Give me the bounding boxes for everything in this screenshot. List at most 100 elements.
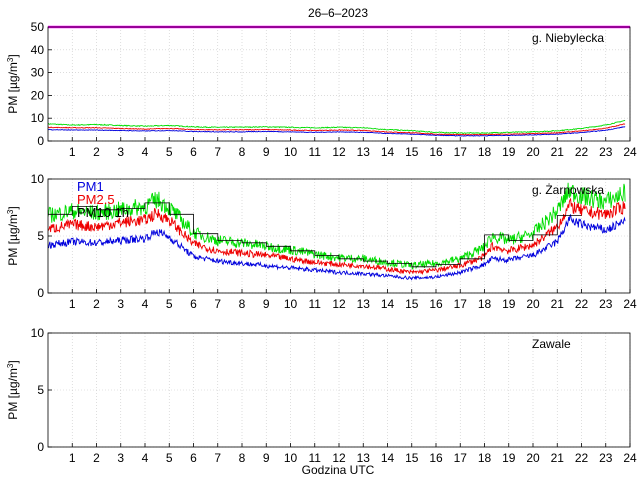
x-tick-label: 23 [599, 145, 613, 159]
x-tick-label: 18 [478, 451, 492, 465]
x-tick-label: 2 [93, 145, 100, 159]
x-tick-label: 11 [309, 145, 322, 159]
x-tick-label: 24 [623, 145, 637, 159]
x-tick-label: 10 [284, 297, 298, 311]
x-tick-label: 7 [214, 297, 221, 311]
x-tick-label: 13 [357, 451, 371, 465]
x-tick-label: 4 [142, 451, 149, 465]
x-tick-label: 22 [575, 145, 589, 159]
y-axis-label-close: ] [6, 54, 20, 57]
x-tick-label: 9 [263, 451, 270, 465]
plot-frame [47, 26, 631, 142]
x-tick-label: 6 [190, 297, 197, 311]
y-axis-label: PM [µg/m3] [6, 206, 20, 265]
x-tick-label: 8 [239, 297, 246, 311]
x-tick-label: 10 [284, 451, 298, 465]
y-axis-label-text: PM [µg/m [6, 214, 20, 266]
x-tick-label: 15 [405, 297, 419, 311]
x-tick-label: 1 [69, 451, 76, 465]
x-tick-label: 7 [214, 145, 221, 159]
x-tick-label: 5 [166, 297, 173, 311]
x-tick-label: 5 [166, 451, 173, 465]
x-tick-label: 21 [551, 451, 565, 465]
x-tick-label: 14 [381, 145, 395, 159]
y-axis-label: PM [µg/m3] [6, 360, 20, 419]
x-tick-label: 4 [142, 145, 149, 159]
series-pm10-line [48, 182, 626, 270]
legend-entry: PM10 1h [77, 205, 129, 220]
x-tick-label: 2 [93, 297, 100, 311]
y-tick-label: 5 [37, 383, 44, 397]
x-tick-label: 6 [190, 145, 197, 159]
x-tick-label: 6 [190, 451, 197, 465]
y-tick-label: 5 [37, 229, 44, 243]
y-tick-label: 40 [31, 43, 45, 57]
legend-entry: PM2.5 [77, 192, 115, 207]
x-tick-label: 3 [117, 451, 124, 465]
x-tick-label: 9 [263, 297, 270, 311]
x-tick-label: 23 [599, 297, 613, 311]
x-tick-label: 17 [454, 451, 468, 465]
x-tick-label: 9 [263, 145, 270, 159]
x-tick-label: 16 [429, 451, 443, 465]
y-axis-label-close: ] [6, 206, 20, 209]
x-tick-label: 17 [454, 145, 468, 159]
series-pm10-hourly-steps [48, 202, 582, 268]
series-pm25-line [48, 197, 626, 276]
x-tick-label: 12 [332, 145, 346, 159]
x-tick-label: 16 [429, 145, 443, 159]
x-tick-label: 21 [551, 145, 565, 159]
x-tick-label: 15 [405, 145, 419, 159]
y-axis-label-text: PM [µg/m [6, 62, 20, 114]
x-tick-label: 2 [93, 451, 100, 465]
plot-frame [47, 178, 631, 294]
station-label: g. Żarnowska [532, 183, 604, 197]
x-tick-label: 13 [357, 145, 371, 159]
x-tick-label: 14 [381, 297, 395, 311]
y-axis-label-close: ] [6, 360, 20, 363]
y-axis-label-superscript: 3 [6, 209, 15, 214]
x-tick-label: 23 [599, 451, 613, 465]
series-pm1-line [48, 126, 626, 137]
x-tick-label: 14 [381, 451, 395, 465]
x-tick-label: 5 [166, 145, 173, 159]
series-pm1-line [48, 213, 626, 281]
x-tick-label: 1 [69, 145, 76, 159]
x-axis-title: Godzina UTC [302, 463, 375, 477]
legend-entry: PM1 [77, 179, 104, 194]
series-pm25-line [48, 123, 626, 136]
x-tick-label: 8 [239, 451, 246, 465]
station-label: g. Niebylecka [532, 31, 604, 45]
x-tick-label: 20 [526, 297, 540, 311]
y-tick-label: 10 [31, 326, 45, 340]
x-tick-label: 3 [117, 145, 124, 159]
series-pm10-line [48, 119, 626, 134]
x-tick-label: 13 [357, 297, 371, 311]
x-tick-label: 19 [502, 297, 516, 311]
y-tick-label: 20 [31, 88, 45, 102]
x-tick-label: 4 [142, 297, 149, 311]
y-axis-label: PM [µg/m3] [6, 54, 20, 113]
x-tick-label: 17 [454, 297, 468, 311]
x-tick-label: 20 [526, 451, 540, 465]
x-tick-label: 12 [332, 451, 346, 465]
x-tick-label: 15 [405, 451, 419, 465]
x-tick-label: 22 [575, 451, 589, 465]
x-tick-label: 11 [309, 451, 322, 465]
x-tick-label: 24 [623, 297, 637, 311]
y-tick-label: 0 [37, 134, 44, 148]
x-tick-label: 12 [332, 297, 346, 311]
x-tick-label: 1 [69, 297, 76, 311]
y-axis-label-superscript: 3 [6, 363, 15, 368]
plot-frame [47, 332, 631, 448]
x-tick-label: 21 [551, 297, 565, 311]
y-axis-label-superscript: 3 [6, 57, 15, 62]
x-tick-label: 22 [575, 297, 589, 311]
y-tick-label: 10 [31, 172, 45, 186]
x-tick-label: 10 [284, 145, 298, 159]
